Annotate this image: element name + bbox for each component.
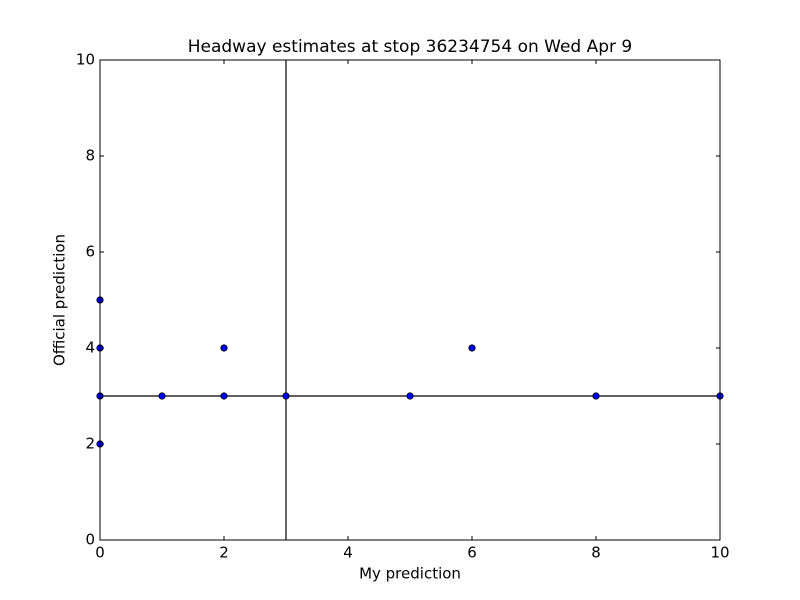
point xyxy=(220,392,228,400)
chart-title: Headway estimates at stop 36234754 on We… xyxy=(188,37,633,57)
x-tick-label: 6 xyxy=(467,544,477,562)
y-tick-label: 6 xyxy=(85,243,95,261)
point xyxy=(158,392,166,400)
point xyxy=(592,392,600,400)
y-tick-label: 4 xyxy=(85,339,95,357)
x-tick-label: 4 xyxy=(343,544,353,562)
point xyxy=(406,392,414,400)
y-tick-label: 8 xyxy=(85,147,95,165)
x-axis-label: My prediction xyxy=(359,565,461,583)
y-tick-label: 0 xyxy=(85,531,95,549)
x-tick-label: 10 xyxy=(710,544,729,562)
point xyxy=(468,344,476,352)
x-tick-label: 8 xyxy=(591,544,601,562)
x-tick-label: 0 xyxy=(95,544,105,562)
y-tick-label: 2 xyxy=(85,435,95,453)
y-axis-label: Official prediction xyxy=(51,234,69,366)
x-tick-label: 2 xyxy=(219,544,229,562)
plot-frame xyxy=(99,59,721,541)
y-tick-label: 10 xyxy=(76,51,95,69)
point xyxy=(282,392,290,400)
point xyxy=(220,344,228,352)
